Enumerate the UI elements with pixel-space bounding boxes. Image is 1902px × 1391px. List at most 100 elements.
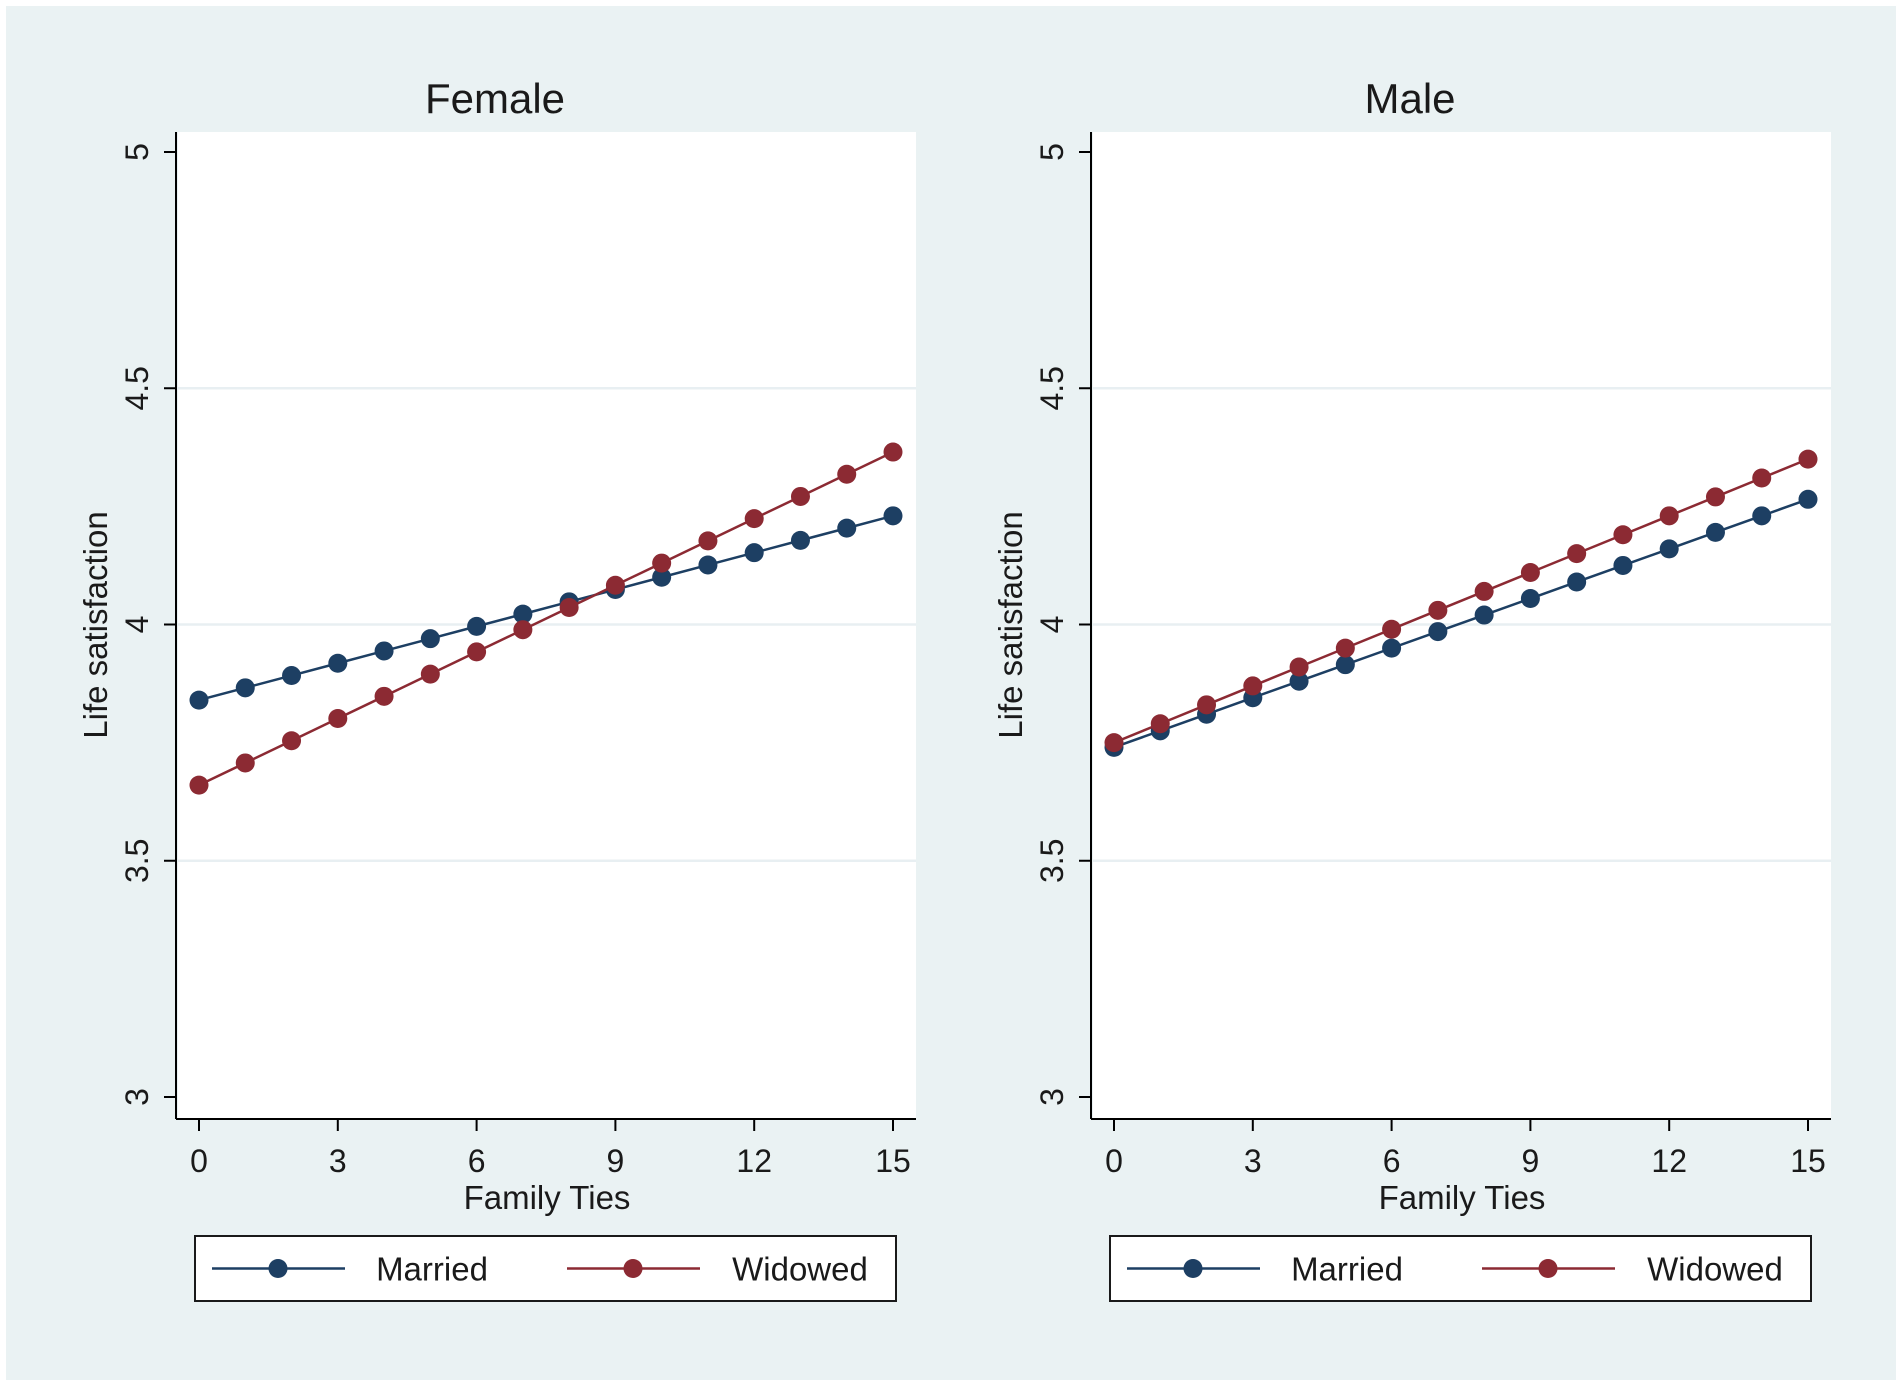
point-married (837, 518, 857, 538)
point-married (467, 616, 487, 636)
point-married (1798, 489, 1818, 509)
point-married (374, 641, 394, 661)
y-tick-label: 3 (1034, 1088, 1070, 1106)
point-married (1335, 655, 1355, 675)
chart-title: Male (1364, 75, 1455, 122)
x-tick-label: 6 (468, 1143, 486, 1179)
point-married (282, 666, 302, 686)
x-tick-label: 0 (1105, 1143, 1123, 1179)
series-line-widowed (198, 450, 894, 787)
point-widowed (837, 464, 857, 484)
point-married (1752, 506, 1772, 526)
legend: Married Widowed (1109, 1235, 1812, 1302)
point-widowed (1659, 506, 1679, 526)
x-tick-label: 15 (875, 1143, 911, 1179)
point-widowed (1243, 676, 1263, 696)
point-widowed (420, 664, 440, 684)
point-married (1705, 522, 1725, 542)
point-widowed (1150, 714, 1170, 734)
point-widowed (883, 442, 903, 462)
x-tick-label: 9 (607, 1143, 625, 1179)
point-widowed (189, 775, 209, 795)
legend: Married Widowed (194, 1235, 897, 1302)
point-widowed (1567, 544, 1587, 564)
point-married (513, 604, 533, 624)
series-line-widowed (1113, 457, 1809, 744)
point-married (1382, 638, 1402, 658)
point-married (328, 653, 348, 673)
legend-box (194, 1235, 897, 1302)
point-married (189, 690, 209, 710)
legend-marker-widowed (623, 1259, 643, 1278)
x-axis-title: Family Ties (464, 1179, 631, 1216)
x-tick-label: 3 (329, 1143, 347, 1179)
point-widowed (698, 531, 718, 551)
point-married (1520, 589, 1540, 609)
point-widowed (328, 709, 348, 729)
x-tick-label: 12 (1651, 1143, 1687, 1179)
panel-female: Female 3 3.5 4 4.5 5 0 3 6 9 12 15 Family Ties Life s… (77, 75, 916, 1302)
point-married (235, 678, 255, 698)
point-married (1474, 605, 1494, 625)
x-tick-label: 6 (1383, 1143, 1401, 1179)
y-axis-title: Life satisfaction (77, 511, 114, 738)
y-tick-label: 3 (119, 1088, 155, 1106)
point-married (420, 629, 440, 649)
legend-marker-married (1183, 1259, 1203, 1278)
legend-label-married: Married (376, 1251, 488, 1288)
series-line-married (198, 514, 894, 702)
point-married (1289, 671, 1309, 691)
point-married (883, 506, 903, 526)
x-tick-label: 3 (1244, 1143, 1262, 1179)
point-married (744, 543, 764, 563)
legend-marker-widowed (1538, 1259, 1558, 1278)
y-tick-label: 4.5 (119, 366, 155, 410)
y-tick-label: 3.5 (1034, 839, 1070, 883)
legend-label-widowed: Widowed (732, 1251, 868, 1288)
point-widowed (1104, 733, 1124, 753)
point-widowed (1613, 525, 1633, 545)
y-tick-label: 4 (1034, 616, 1070, 634)
point-married (652, 567, 672, 587)
point-widowed (235, 753, 255, 773)
point-married (1659, 539, 1679, 559)
x-tick-label: 12 (736, 1143, 772, 1179)
series-line-married (1113, 498, 1809, 749)
x-tick-label: 15 (1790, 1143, 1826, 1179)
point-widowed (467, 642, 487, 662)
point-widowed (790, 486, 810, 506)
point-widowed (1382, 619, 1402, 639)
point-widowed (1335, 638, 1355, 658)
point-widowed (1474, 581, 1494, 601)
point-widowed (282, 731, 302, 751)
point-widowed (1798, 449, 1818, 469)
x-tick-label: 0 (190, 1143, 208, 1179)
y-tick-label: 4.5 (1034, 366, 1070, 410)
legend-marker-married (268, 1259, 288, 1278)
point-widowed (744, 509, 764, 529)
point-widowed (1705, 487, 1725, 507)
legend-label-widowed: Widowed (1647, 1251, 1783, 1288)
y-axis-title: Life satisfaction (992, 511, 1029, 738)
point-widowed (1752, 468, 1772, 488)
point-widowed (374, 686, 394, 706)
point-widowed (513, 620, 533, 640)
x-axis-title: Family Ties (1379, 1179, 1546, 1216)
point-married (790, 530, 810, 550)
y-tick-label: 4 (119, 616, 155, 634)
point-widowed (652, 553, 672, 573)
x-tick-label: 9 (1522, 1143, 1540, 1179)
point-widowed (605, 575, 625, 595)
point-widowed (559, 597, 579, 617)
y-tick-label: 3.5 (119, 839, 155, 883)
chart-title: Female (425, 75, 565, 122)
point-married (1567, 572, 1587, 592)
point-widowed (1428, 600, 1448, 620)
point-widowed (1197, 695, 1217, 715)
point-married (1428, 622, 1448, 642)
point-widowed (1520, 563, 1540, 583)
y-tick-label: 5 (1034, 143, 1070, 161)
panel-male: Male 3 3.5 4 4.5 5 0 3 6 9 12 15 Family Ties Life sat… (992, 75, 1831, 1302)
